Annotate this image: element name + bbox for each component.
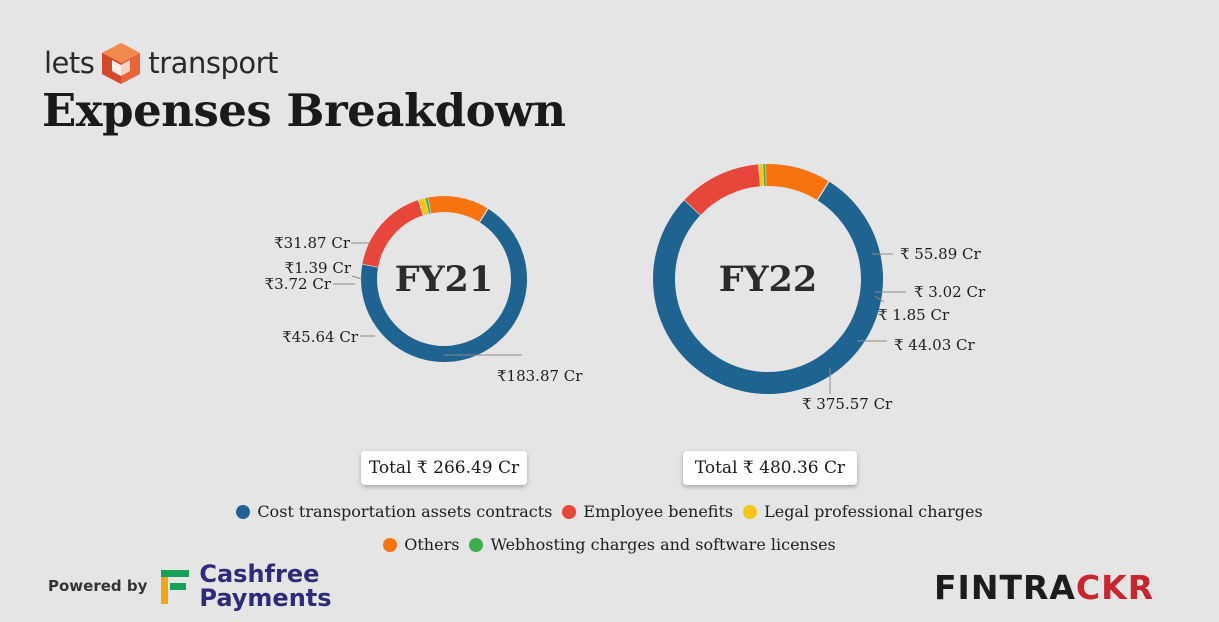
cashfree-name-line2: Payments — [199, 584, 332, 612]
cashfree-f-icon — [161, 570, 190, 604]
slice-fy21-2 — [362, 200, 424, 268]
slice-label-fy21-3: ₹3.72 Cr — [265, 275, 332, 293]
slice-label-fy21-5: ₹31.87 Cr — [274, 234, 351, 252]
legend-label: Others — [404, 535, 460, 554]
slice-label-fy22-1: ₹ 375.57 Cr — [802, 395, 893, 413]
legend-item: Employee benefits — [562, 502, 733, 521]
slice-label-fy22-4: ₹ 1.85 Cr — [878, 306, 950, 324]
legend-dot-employee — [562, 504, 577, 519]
cube-logo-icon — [102, 43, 141, 84]
leader-line — [351, 275, 363, 280]
slice-fy22-5 — [766, 164, 829, 201]
legend-label: Webhosting charges and software licenses — [490, 535, 836, 554]
slice-label-fy22-3: ₹ 3.02 Cr — [914, 283, 986, 301]
page-title: Expenses Breakdown — [42, 84, 566, 137]
slice-divider — [816, 181, 830, 201]
fintrackr-logo: FINTRACKR — [934, 568, 1154, 607]
legend-dot-legal — [743, 504, 758, 519]
legend-item: Cost transportation assets contracts — [236, 502, 552, 521]
legend-dot-others — [383, 537, 398, 552]
slice-label-fy21-4: ₹1.39 Cr — [285, 259, 352, 277]
logo-text-transport: transport — [148, 46, 278, 80]
legend-row-1: Cost transportation assets contracts Emp… — [0, 502, 1219, 521]
logo-text-lets: lets — [44, 46, 95, 80]
slice-fy22-2 — [684, 164, 761, 216]
slice-label-fy22-2: ₹ 55.89 Cr — [900, 245, 981, 263]
slice-divider — [478, 208, 489, 223]
center-label-fy21: FY21 — [395, 259, 494, 300]
slice-label-fy21-2: ₹45.64 Cr — [282, 328, 359, 346]
brand-logo: lets transport — [44, 40, 278, 86]
legend-label: Cost transportation assets contracts — [257, 502, 553, 521]
center-label-fy22: FY22 — [719, 259, 818, 300]
legend-dot-webhosting — [469, 537, 484, 552]
slice-fy21-5 — [428, 196, 488, 223]
powered-by-label: Powered by — [48, 577, 148, 595]
fintrackr-text-red: CKR — [1075, 568, 1155, 607]
slice-label-fy22-5: ₹ 44.03 Cr — [894, 336, 975, 354]
slice-fy22-1 — [653, 181, 883, 394]
total-fy22: Total ₹ 480.36 Cr — [683, 451, 857, 485]
legend-row-2: Others Webhosting charges and software l… — [0, 535, 1219, 554]
cashfree-name-line1: Cashfree — [199, 560, 320, 588]
legend-label: Employee benefits — [583, 502, 734, 521]
legend-item: Webhosting charges and software licenses — [469, 535, 836, 554]
slice-divider — [424, 197, 430, 214]
slice-fy21-1 — [361, 208, 527, 362]
legend-label: Legal professional charges — [764, 502, 983, 521]
slice-label-fy21-1: ₹183.87 Cr — [497, 367, 583, 385]
legend-dot-cost — [236, 504, 251, 519]
legend-item: Legal professional charges — [743, 502, 983, 521]
legend-item: Others — [383, 535, 459, 554]
fintrackr-text-dark: FINTRA — [934, 568, 1076, 607]
slice-divider — [417, 199, 424, 216]
powered-by: Powered by Cashfree Payments — [48, 562, 332, 610]
slice-fy21-3 — [418, 198, 430, 216]
cashfree-wordmark: Cashfree Payments — [193, 562, 331, 610]
leader-line — [874, 295, 885, 303]
total-fy21: Total ₹ 266.49 Cr — [361, 451, 527, 485]
